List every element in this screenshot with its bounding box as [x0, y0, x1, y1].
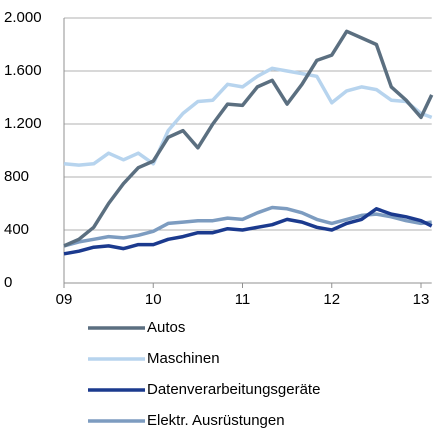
legend-label: Elektr. Ausrüstungen	[147, 412, 285, 429]
series-line	[63, 207, 433, 256]
series-line	[63, 29, 434, 248]
x-tick-label: 13	[413, 291, 430, 308]
legend-label: Maschinen	[147, 350, 220, 367]
x-tick-label: 09	[56, 291, 73, 308]
legend-label: Autos	[147, 319, 185, 336]
series-line	[63, 66, 433, 167]
y-tick-label: 1.200	[4, 115, 42, 132]
legend-label: Datenverarbeitungsgeräte	[147, 381, 320, 398]
x-tick-label: 10	[145, 291, 162, 308]
y-tick-label: 800	[4, 168, 29, 185]
y-tick-label: 0	[4, 274, 12, 291]
series-line	[63, 205, 432, 248]
x-tick-label: 12	[323, 291, 340, 308]
y-tick-label: 2.000	[4, 9, 42, 26]
y-tick-label: 1.600	[4, 62, 42, 79]
x-tick-label: 11	[235, 291, 251, 308]
y-tick-label: 400	[4, 221, 29, 238]
